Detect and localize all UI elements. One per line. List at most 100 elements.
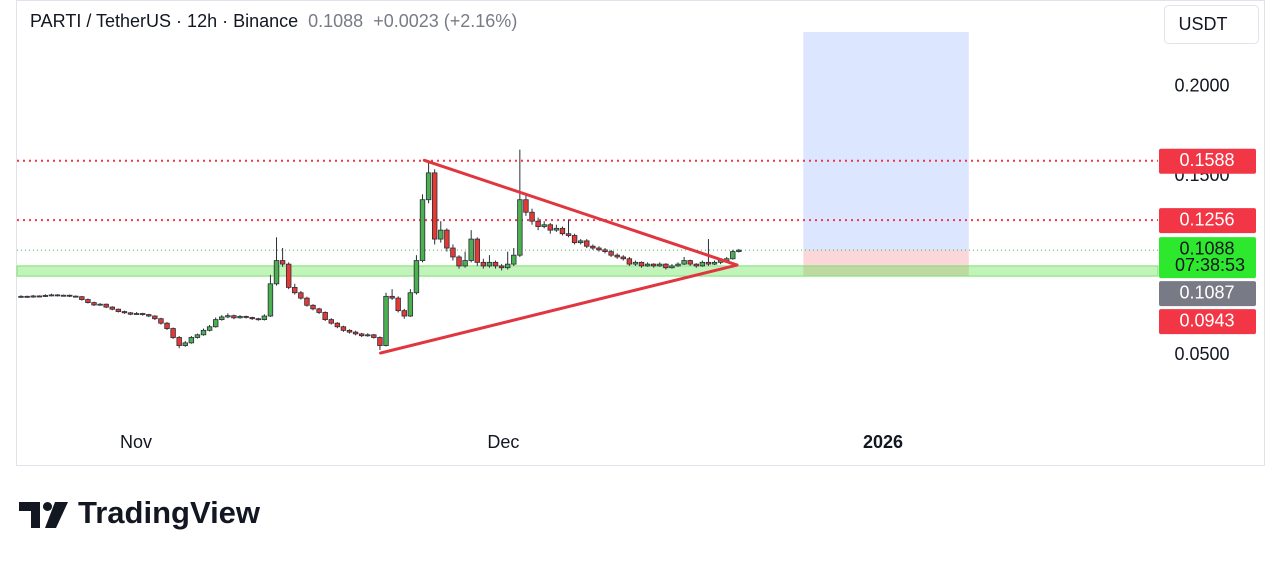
candle-body — [146, 314, 152, 317]
candle-body — [358, 333, 365, 337]
candle-body — [565, 233, 572, 236]
currency-label[interactable]: USDT — [1179, 14, 1228, 34]
candle-body — [504, 263, 511, 269]
candle-body — [273, 260, 280, 285]
candle-body — [407, 292, 414, 317]
candle-body — [425, 172, 432, 201]
x-tick-label: Nov — [120, 432, 152, 452]
candle-body — [389, 295, 395, 299]
candle-body — [413, 260, 420, 294]
price-label: 0.1087 — [1179, 282, 1234, 302]
candle-body — [182, 342, 188, 346]
candle-body — [54, 294, 61, 297]
currency-button[interactable] — [1164, 5, 1259, 44]
candle-body — [194, 334, 201, 338]
candle-body — [675, 263, 681, 267]
candle-body — [699, 261, 706, 267]
logo-mark — [19, 502, 40, 528]
candle-body — [571, 235, 578, 244]
candle-body — [377, 337, 383, 346]
candle-body — [255, 318, 261, 321]
candle-body — [322, 312, 328, 321]
candle-body — [212, 319, 219, 328]
stop-zone — [803, 250, 969, 277]
candle-body — [24, 295, 30, 298]
candle-body — [626, 258, 633, 265]
price-label-box — [1159, 281, 1256, 307]
chart-header: PARTI / TetherUS · 12h · Binance 0.1088 +0… — [30, 11, 517, 31]
candle-body — [383, 295, 389, 346]
candle-body — [614, 254, 620, 258]
candle-body — [243, 315, 249, 318]
candle-body — [730, 251, 736, 260]
trendline — [379, 263, 739, 355]
candle-body — [133, 313, 140, 315]
candle-body — [577, 240, 584, 244]
candle-body — [401, 310, 407, 317]
candle-body — [541, 224, 547, 227]
candle-body — [115, 308, 122, 312]
candle-body — [292, 286, 298, 294]
candle-body — [346, 329, 353, 333]
candle-body — [693, 263, 699, 267]
candle-body — [559, 227, 566, 235]
candle-body — [590, 245, 596, 249]
candle-body — [48, 294, 55, 297]
candle-layer — [18, 149, 742, 355]
candle-body — [498, 265, 505, 269]
candle-body — [395, 297, 401, 312]
price-label-box — [1159, 148, 1256, 174]
candle-body — [334, 322, 341, 328]
candle-body — [657, 263, 663, 267]
price-label-box — [1159, 208, 1256, 234]
price-change: +0.0023 (+2.16%) — [373, 11, 517, 31]
brand-name: TradingView — [78, 495, 261, 530]
candle-body — [371, 334, 377, 338]
candle-body — [237, 315, 243, 319]
candle-body — [170, 328, 176, 338]
candle-body — [97, 303, 103, 306]
candle-body — [85, 299, 91, 303]
candle-body — [687, 260, 693, 265]
candle-body — [638, 261, 645, 267]
candle-body — [480, 261, 487, 267]
candle-body — [523, 199, 529, 213]
candle-body — [316, 308, 322, 313]
price-label-box — [1159, 237, 1256, 279]
candle-body — [468, 238, 474, 261]
candle-body — [103, 303, 109, 308]
candle-body — [127, 312, 134, 315]
candle-body — [30, 295, 36, 298]
candle-body — [66, 294, 73, 297]
target-zone — [803, 32, 969, 251]
candle-body — [365, 334, 371, 337]
price-label: 0.0943 — [1179, 310, 1234, 330]
support-zone — [16, 265, 1159, 277]
candle-body — [444, 229, 450, 249]
candle-body — [340, 326, 347, 331]
candle-body — [492, 261, 499, 267]
candle-body — [225, 315, 231, 318]
candle-body — [352, 331, 359, 335]
candle-body — [219, 316, 225, 321]
candle-body — [602, 249, 608, 253]
candle-body — [18, 295, 24, 298]
candle-body — [474, 238, 480, 263]
candle-body — [711, 261, 718, 265]
candle-body — [158, 318, 164, 324]
candle-body — [206, 326, 213, 331]
candle-body — [596, 247, 602, 251]
candle-body — [650, 263, 657, 267]
candle-body — [267, 283, 274, 317]
candle-body — [644, 263, 651, 267]
candle-body — [553, 227, 560, 231]
candle-body — [328, 319, 334, 324]
candle-body — [164, 322, 170, 329]
trendline — [422, 158, 739, 267]
countdown-label: 07:38:53 — [1175, 255, 1245, 275]
price-label: 0.1088 — [1179, 238, 1234, 258]
candle-body — [486, 261, 493, 267]
candle-body — [231, 315, 237, 319]
